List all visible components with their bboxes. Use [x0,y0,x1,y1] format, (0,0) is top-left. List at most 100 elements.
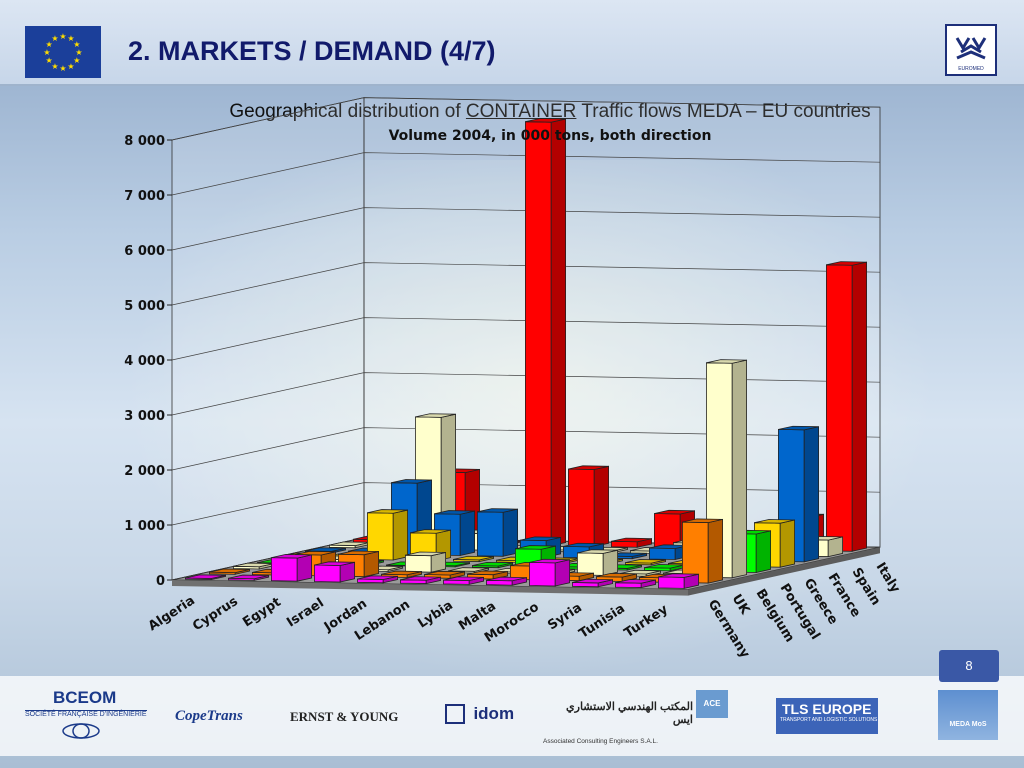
bar-top [615,579,656,584]
bar-front [658,576,685,589]
bar-top [611,537,652,543]
bar-front [270,557,298,582]
bar-top [415,413,456,418]
x-category-label: Cyprus [190,594,241,634]
bar-side [755,530,771,573]
gridline [171,152,881,196]
bar-top [682,518,723,523]
bar-top [295,550,336,556]
bar-front [525,121,552,547]
bceom-globe-icon [62,723,100,739]
bar-top [515,545,556,550]
bar-side [550,118,566,547]
euromed-logo: EUROMED [945,24,997,76]
bar-top [443,576,484,581]
bar-top [525,118,566,123]
eu-stars-icon: ★★★★★★★★★ ★ ★★ [43,32,82,73]
bar-top [209,568,250,574]
bar-top [620,569,661,575]
bar-top [424,570,465,576]
bar-top [706,359,747,364]
svg-text:★: ★ [46,56,53,65]
idom-logo: idom [445,704,514,724]
bceom-name: BCEOM [53,688,117,707]
ace-arabic-name: المكتب الهندسي الاستشاري ايس [566,701,693,726]
bar-top [391,479,432,484]
bar-top [778,425,819,431]
subtitle-suffix: Traffic flows MEDA – EU countries [576,101,870,122]
x-category-label: Israel [284,596,327,631]
ace-logo: ACE [696,690,728,718]
z-tick-label: 1 000 [124,519,165,534]
bar-top [529,558,570,564]
bar-top [453,555,494,561]
page-title: 2. MARKETS / DEMAND (4/7) [128,36,496,66]
bar-top [596,573,637,578]
ace-arabic-logo: المكتب الهندسي الاستشاري ايس Associated … [543,700,693,745]
svg-text:EUROMED: EUROMED [958,66,984,72]
bar-top [568,465,609,470]
gridline [171,317,881,361]
bar-side [779,519,795,568]
bar-top [572,578,613,584]
x-category-label: Turkey [622,602,671,641]
z-tick-label: 2 000 [124,464,165,479]
copetrans-logo: CopeTrans [175,708,243,724]
bar-top [434,510,475,515]
svg-text:★: ★ [75,48,82,57]
slide-number: 8 [939,650,999,682]
bar-top [448,567,489,572]
z-tick-label: 8 000 [124,134,165,149]
bar-side [602,549,618,576]
tls-tagline: TRANSPORT AND LOGISTIC SOLUTIONS [780,717,878,723]
x-category-label: Lybia [415,598,455,632]
gridline [171,262,881,306]
z-tick-label: 4 000 [124,354,165,369]
euromed-logo-icon: EUROMED [955,37,987,72]
bar-front [529,561,556,587]
z-tick-label: 7 000 [124,189,165,204]
bar-front [476,511,504,557]
idom-mark-icon [445,704,465,724]
svg-text:★: ★ [59,64,66,73]
bar-side [803,426,819,563]
svg-text:★: ★ [46,40,53,49]
tls-europe-logo: TLS EUROPE TRANSPORT AND LOGISTIC SOLUTI… [776,698,878,734]
subtitle-prefix: Geographical distribution of [229,101,460,122]
bar-front [577,552,604,576]
tls-name: TLS EUROPE [782,701,872,717]
idom-name: idom [473,704,515,723]
floor-side-edge [688,547,880,596]
bar-front [404,554,432,573]
bar-side [707,518,723,584]
bar-top [577,549,618,554]
subtitle-emphasis: CONTAINER [466,101,576,122]
bar-top [658,573,699,578]
svg-text:★: ★ [51,62,58,71]
bar-top [754,519,795,524]
bar-front [568,468,595,547]
bar-top [467,570,508,576]
z-tick-label: 5 000 [124,299,165,314]
gridline [171,207,881,251]
z-tick-label: 6 000 [124,244,165,259]
bar-top [228,574,269,580]
bar-top [381,570,422,576]
gridline [171,97,881,141]
bar-top [826,261,867,266]
bar-side [392,509,409,561]
bar-side [554,559,570,587]
bar-top [271,554,312,559]
floor-front-edge [172,580,688,596]
bceom-tagline: SOCIÉTÉ FRANÇAISE D'INGÉNIERIE [25,710,147,718]
bar-top [400,576,441,581]
bar-front [313,564,341,583]
z-tick-label: 0 [156,574,165,589]
bar-top [477,508,518,513]
svg-text:★: ★ [51,34,58,43]
svg-text:★: ★ [73,56,80,65]
bar-top [357,575,398,580]
bar-top [472,561,513,567]
x-category-label: Algeria [146,593,198,634]
